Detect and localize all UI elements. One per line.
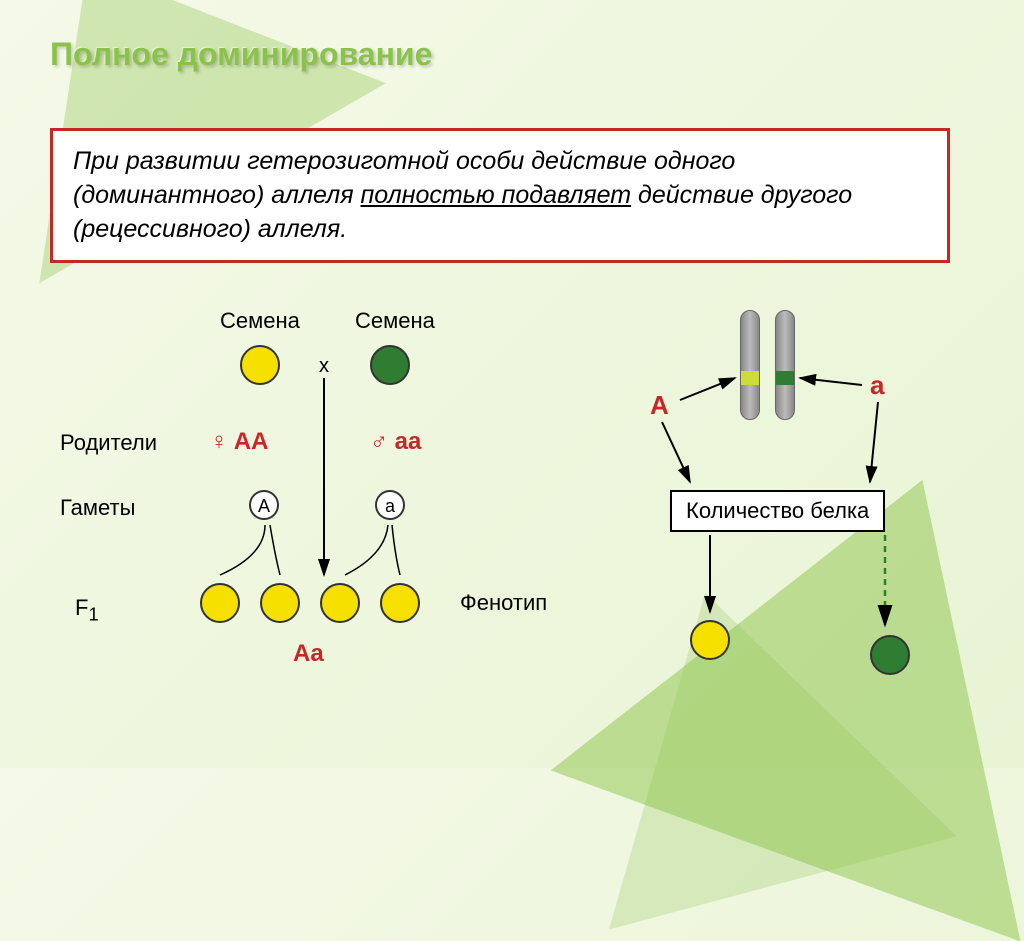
chrom-band-A (741, 371, 759, 385)
seed2-circle (370, 345, 410, 385)
phenotype-label: Фенотип (460, 590, 547, 616)
f1-circle-3 (320, 583, 360, 623)
male-genotype: ♂ aa (370, 428, 421, 456)
seed2-label: Семена (355, 308, 435, 334)
female-symbol: ♀ (210, 428, 228, 455)
pheno-A-circle (690, 620, 730, 660)
male-symbol: ♂ (370, 428, 388, 455)
f1-circle-4 (380, 583, 420, 623)
f1-genotype: Aa (293, 640, 324, 668)
gamete1-circle: A (249, 490, 279, 520)
slide-title: Полное доминирование (50, 36, 432, 73)
definition-box: При развитии гетерозиготной особи действ… (50, 128, 950, 263)
female-genotype: ♀ AA (210, 428, 268, 456)
f1-circle-2 (260, 583, 300, 623)
f1-sub: 1 (88, 603, 98, 624)
seed1-label: Семена (220, 308, 300, 334)
seed1-circle (240, 345, 280, 385)
gamete2-circle: a (375, 490, 405, 520)
gametes-label: Гаметы (60, 495, 135, 521)
f1-text: F (75, 595, 88, 620)
chromosome-A (740, 310, 760, 420)
pheno-a-circle (870, 635, 910, 675)
definition-underlined: полностью подавляет (361, 181, 632, 209)
f1-label: F1 (75, 595, 99, 625)
male-geno: aa (395, 428, 422, 455)
chromosome-a (775, 310, 795, 420)
parents-label: Родители (60, 430, 157, 456)
cross-symbol: x (319, 355, 329, 378)
protein-box: Количество белка (670, 490, 885, 532)
allele-a-label: a (870, 370, 884, 401)
female-geno: AA (234, 428, 269, 455)
allele-A-label: A (650, 390, 669, 421)
f1-circle-1 (200, 583, 240, 623)
chrom-band-a (776, 371, 794, 385)
